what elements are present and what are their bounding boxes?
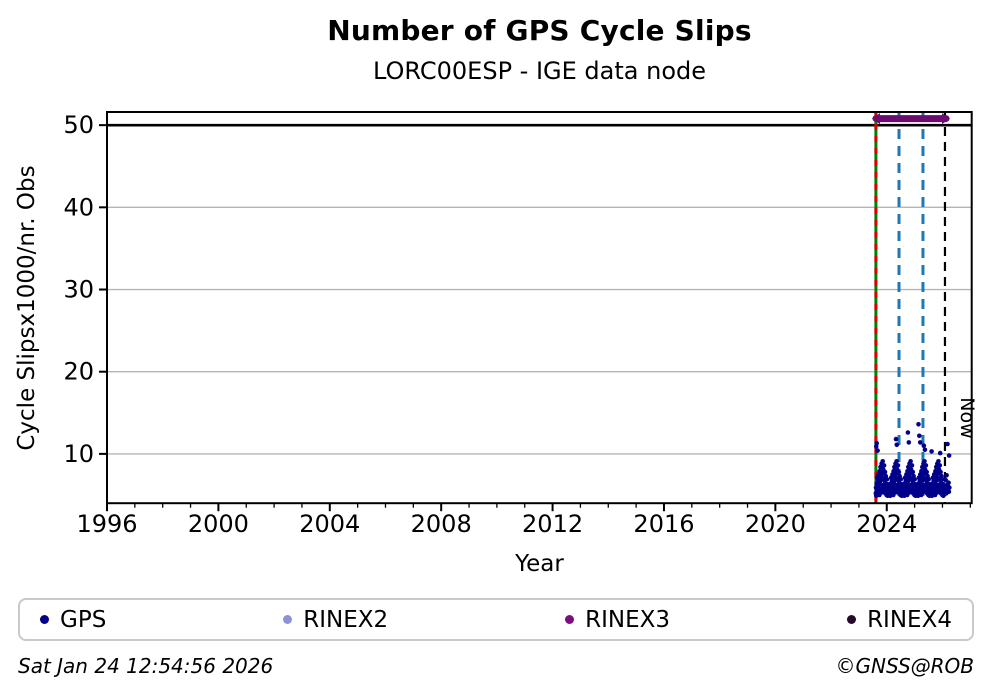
svg-text:40: 40 xyxy=(63,193,94,221)
y-tick-labels: 10 20 30 40 50 xyxy=(63,111,94,468)
svg-text:2016: 2016 xyxy=(633,510,694,538)
legend-item-gps: GPS xyxy=(40,607,106,633)
legend-label-rinex3: RINEX3 xyxy=(585,606,671,633)
chart-legend: GPS RINEX2 RINEX3 RINEX4 xyxy=(18,598,974,641)
x-axis-label: Year xyxy=(515,551,564,577)
rinex4-marker-icon xyxy=(847,615,857,624)
chart-title: Number of GPS Cycle Slips xyxy=(327,14,752,47)
legend-label-rinex4: RINEX4 xyxy=(867,606,952,633)
legend-item-rinex4: RINEX4 xyxy=(847,607,952,633)
svg-text:2024: 2024 xyxy=(856,510,917,538)
event-vlines xyxy=(874,112,947,504)
x-tick-labels: 1996 2000 2004 2008 2012 2016 2020 2024 xyxy=(76,510,917,538)
rinex2-marker-icon xyxy=(283,615,293,624)
rinex3-span-arrow xyxy=(872,113,950,125)
legend-item-rinex2: RINEX2 xyxy=(283,607,388,633)
plot-border xyxy=(106,111,973,505)
svg-text:2020: 2020 xyxy=(745,510,806,538)
plot-timestamp: Sat Jan 24 12:54:56 2026 xyxy=(18,654,274,678)
svg-text:50: 50 xyxy=(63,111,94,139)
legend-label-rinex2: RINEX2 xyxy=(303,606,389,633)
svg-text:2004: 2004 xyxy=(299,510,360,538)
svg-text:10: 10 xyxy=(63,440,94,468)
svg-text:2000: 2000 xyxy=(188,510,249,538)
svg-text:2008: 2008 xyxy=(411,510,472,538)
svg-text:20: 20 xyxy=(63,358,94,386)
gridlines xyxy=(107,124,972,455)
legend-item-rinex3: RINEX3 xyxy=(565,607,670,633)
svg-text:30: 30 xyxy=(63,276,94,304)
rinex3-marker-icon xyxy=(565,615,575,624)
svg-text:1996: 1996 xyxy=(76,510,137,538)
copyright-label: ©GNSS@ROB xyxy=(835,654,975,678)
axis-ticks xyxy=(99,124,971,512)
svg-text:2012: 2012 xyxy=(522,510,583,538)
gps-marker-icon xyxy=(40,615,49,624)
gps-scatter-points xyxy=(873,422,952,499)
legend-label-gps: GPS xyxy=(60,606,107,633)
chart-subtitle: LORC00ESP - IGE data node xyxy=(372,57,707,85)
now-label: Now xyxy=(956,397,978,438)
